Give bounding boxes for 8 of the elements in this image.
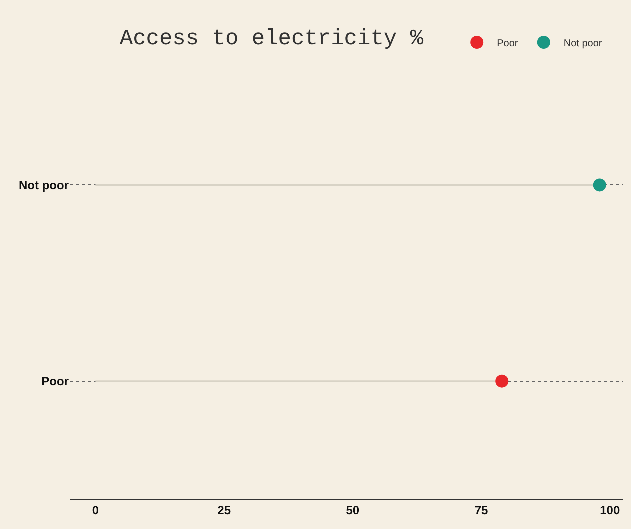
x-tick-label: 0 xyxy=(92,504,100,518)
x-tick-label: 25 xyxy=(218,504,232,518)
x-tick-label: 50 xyxy=(346,504,360,518)
legend-label: Not poor xyxy=(564,38,603,50)
legend-label: Poor xyxy=(497,38,519,50)
chart-title: Access to electricity % xyxy=(120,26,424,52)
x-tick-label: 75 xyxy=(474,504,489,518)
x-tick-label: 100 xyxy=(600,504,620,518)
